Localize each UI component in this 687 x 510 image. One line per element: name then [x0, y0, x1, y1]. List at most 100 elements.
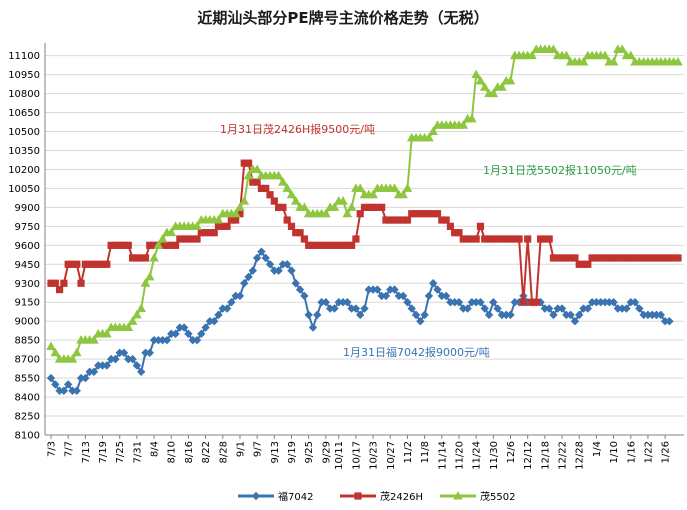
y-tick-label: 9750 [15, 222, 40, 233]
data-point-diamond [171, 329, 180, 339]
data-point-triangle [166, 227, 177, 237]
data-point-triangle [321, 208, 331, 218]
data-point-triangle [71, 347, 82, 357]
data-point-square [468, 235, 476, 243]
data-point-diamond [300, 291, 309, 301]
legend: 福7042 茂2426H 茂5502 [238, 490, 515, 503]
chart-title: 近期汕头部分PE牌号主流价格走势（无税） [197, 9, 488, 27]
data-point-square [210, 229, 218, 237]
data-point-square [408, 210, 416, 218]
data-point-diamond [497, 310, 507, 320]
y-tick-label: 9600 [15, 241, 40, 252]
data-point-diamond [613, 304, 623, 313]
data-point-diamond [454, 298, 464, 307]
data-point-square [159, 241, 167, 249]
data-point-triangle [329, 202, 340, 211]
data-point-triangle [123, 322, 134, 332]
data-point-triangle [192, 221, 202, 230]
data-point-diamond [162, 335, 172, 345]
y-tick-label: 10350 [8, 146, 40, 157]
x-tick-label: 9/13 [270, 441, 281, 463]
data-point-square [451, 229, 459, 237]
data-point-diamond [639, 310, 648, 320]
data-point-square [128, 254, 137, 262]
x-tick-label: 10/27 [386, 441, 397, 470]
data-point-square [545, 235, 553, 243]
data-point-diamond [394, 291, 404, 301]
data-point-square [614, 254, 622, 262]
data-point-triangle [213, 215, 224, 224]
data-point-square [348, 241, 356, 249]
data-point-diamond [429, 279, 438, 288]
data-point-square [532, 298, 540, 306]
x-tick-label: 11/24 [472, 441, 483, 470]
x-tick-label: 7/19 [98, 441, 109, 463]
data-point-square [317, 241, 326, 249]
data-point-square [618, 254, 626, 262]
data-point-diamond [635, 304, 644, 313]
data-point-square [68, 260, 77, 268]
data-point-square [498, 235, 506, 243]
data-point-diamond [622, 304, 631, 313]
data-point-square [661, 254, 669, 262]
x-tick-label: 8/16 [184, 441, 195, 463]
data-point-diamond [205, 316, 215, 326]
x-tick-label: 12/28 [575, 441, 586, 470]
data-point-diamond [167, 329, 176, 339]
data-point-triangle [140, 278, 151, 287]
data-point-square [674, 254, 682, 262]
data-point-triangle [505, 75, 516, 85]
data-point-diamond [407, 304, 416, 313]
data-point-triangle [368, 189, 378, 199]
x-tick-label: 12/18 [540, 441, 551, 470]
data-point-square [395, 216, 403, 224]
data-point-diamond [218, 304, 227, 313]
data-point-square [253, 178, 261, 186]
data-point-diamond [227, 298, 236, 307]
data-point-triangle [136, 303, 146, 313]
series-2 [46, 44, 683, 363]
gridlines [45, 55, 684, 436]
data-point-square [171, 241, 180, 249]
data-point-square [305, 241, 313, 249]
data-point-diamond [132, 361, 142, 370]
data-point-diamond [149, 335, 159, 345]
data-point-diamond [244, 272, 253, 282]
data-point-diamond [338, 298, 348, 307]
data-point-triangle [673, 56, 683, 66]
data-point-square [98, 260, 107, 268]
data-point-square [433, 210, 442, 218]
data-point-triangle [527, 50, 537, 60]
data-point-triangle [299, 202, 310, 211]
data-point-square [481, 235, 489, 243]
data-point-square [519, 298, 527, 306]
data-point-square [489, 235, 497, 243]
data-point-square [575, 260, 583, 268]
data-point-diamond [570, 316, 580, 326]
data-point-diamond [386, 285, 395, 294]
data-point-diamond [119, 348, 129, 358]
data-point-square [223, 222, 231, 230]
data-point-diamond [98, 361, 107, 370]
x-tick-label: 8/28 [218, 441, 229, 463]
data-point-square [382, 216, 390, 224]
data-point-square [214, 222, 223, 230]
data-point-square [399, 216, 407, 224]
y-tick-label: 10050 [8, 184, 40, 195]
data-point-diamond [583, 304, 593, 313]
data-point-diamond [136, 367, 146, 376]
y-tick-label: 8100 [15, 431, 40, 442]
data-point-square [322, 241, 330, 249]
y-tick-label: 10950 [8, 70, 40, 81]
data-point-square [232, 216, 240, 224]
x-tick-label: 11/14 [437, 441, 448, 470]
data-point-square [627, 254, 635, 262]
data-point-diamond [648, 310, 657, 320]
data-point-diamond [351, 304, 361, 313]
data-point-diamond [291, 279, 300, 288]
data-point-diamond [265, 260, 275, 269]
data-point-square [378, 203, 386, 211]
data-point-diamond [325, 304, 335, 313]
data-point-diamond [115, 348, 124, 358]
x-tick-label: 9/7 [253, 441, 264, 457]
